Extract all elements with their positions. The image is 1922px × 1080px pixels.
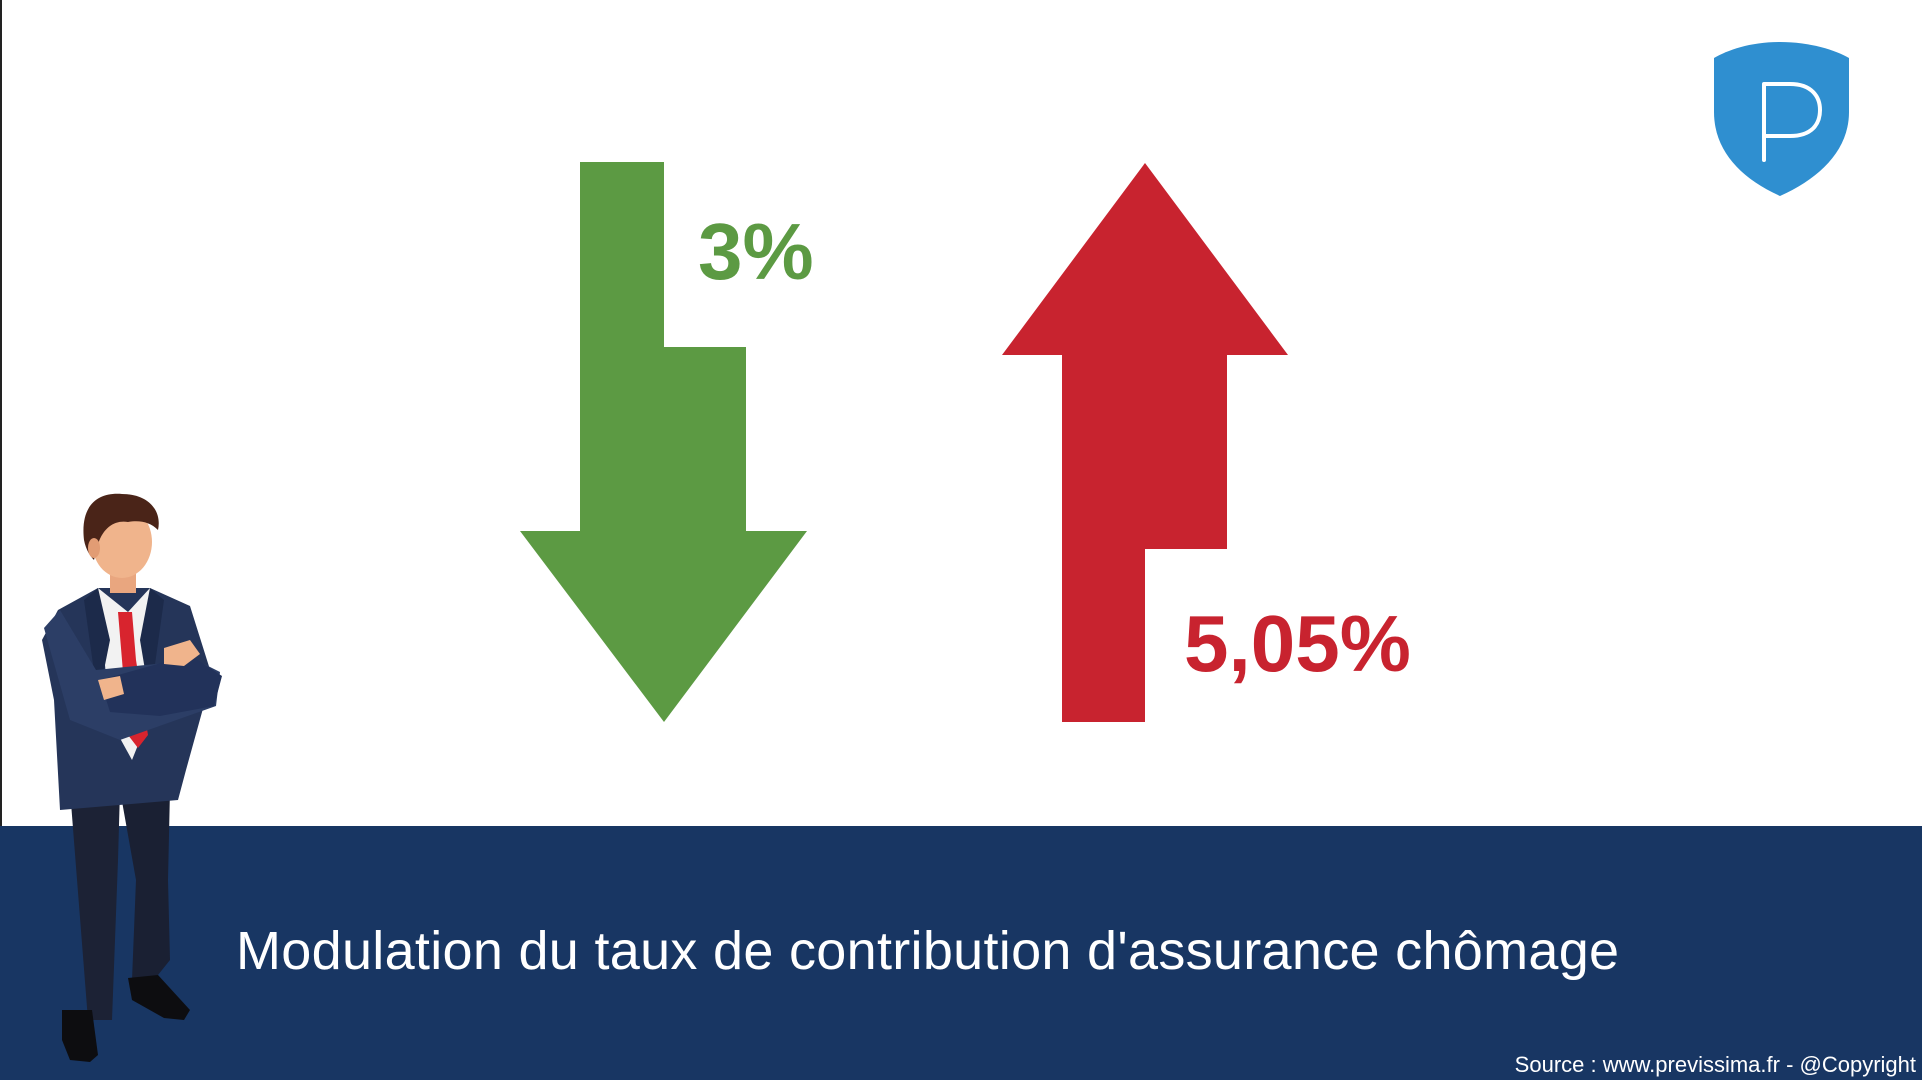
arrow-down-icon [520,162,807,722]
businessman-illustration [42,493,222,1062]
footer-banner-bg [0,826,1922,1080]
decrease-value: 3% [698,207,814,296]
arrow-up-icon [1002,163,1288,722]
left-border-line [0,0,2,826]
increase-value: 5,05% [1184,599,1411,688]
previssima-shield-logo [1714,42,1849,196]
page-title: Modulation du taux de contribution d'ass… [236,921,1620,981]
source-credit: Source : www.previssima.fr - @Copyright [1514,1052,1916,1077]
